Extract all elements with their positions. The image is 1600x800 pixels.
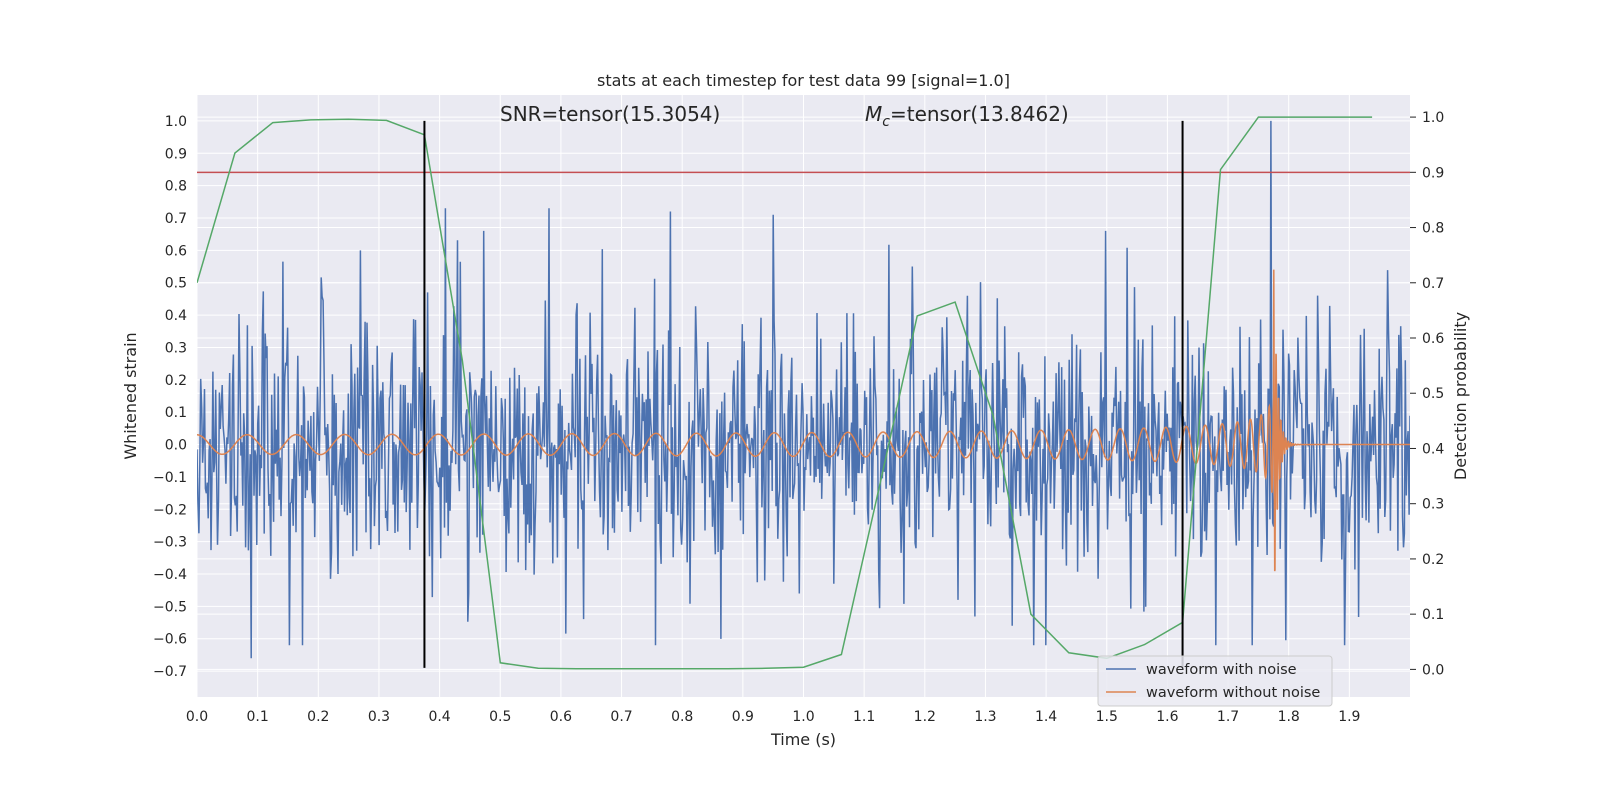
x-tick-label: 0.8 — [671, 709, 693, 725]
x-tick-label: 1.8 — [1278, 709, 1300, 725]
y-tick-label: 0.0 — [165, 438, 187, 454]
y-tick-label: 0.9 — [165, 146, 187, 162]
x-tick-label: 1.0 — [792, 709, 814, 725]
y-tick-label: 0.3 — [165, 340, 187, 356]
y-tick-label: 0.7 — [165, 211, 187, 227]
y2-tick-label: 1.0 — [1422, 110, 1444, 126]
x-tick-label: 1.6 — [1156, 709, 1178, 725]
x-tick-label: 0.5 — [489, 709, 511, 725]
y-tick-label: −0.4 — [153, 567, 187, 583]
y-tick-label: −0.7 — [153, 664, 187, 680]
y-tick-label: 0.6 — [165, 243, 187, 259]
snr-annotation: SNR=tensor(15.3054) — [500, 102, 720, 126]
x-axis-label: Time (s) — [770, 730, 836, 749]
x-tick-label: 0.2 — [307, 709, 329, 725]
y-tick-label: −0.1 — [153, 470, 187, 486]
y2-axis-ticks: 1.0 0.9 0.8 0.7 0.6 0.5 0.4 0.3 0.2 0.1 0.0 — [1410, 110, 1444, 678]
y-tick-label: 0.1 — [165, 405, 187, 421]
y2-tick-label: 0.8 — [1422, 221, 1444, 237]
y-axis-label: Whitened strain — [121, 332, 140, 459]
y2-tick-label: 0.2 — [1422, 552, 1444, 568]
x-tick-label: 0.9 — [732, 709, 754, 725]
y-tick-label: −0.6 — [153, 632, 187, 648]
y2-tick-label: 0.6 — [1422, 331, 1444, 347]
series-line-waveform-without-noise — [197, 269, 1410, 572]
legend: waveform with noise waveform without noi… — [1097, 655, 1333, 707]
y2-tick-label: 0.3 — [1422, 497, 1444, 513]
x-tick-label: 1.7 — [1217, 709, 1239, 725]
x-tick-label: 1.4 — [1035, 709, 1057, 725]
y-tick-label: −0.3 — [153, 535, 187, 551]
legend-label-waveform-without-noise: waveform without noise — [1146, 685, 1320, 701]
x-tick-label: 1.2 — [914, 709, 936, 725]
chirp-mass-annotation: Mc=tensor(13.8462) — [865, 102, 1069, 130]
y-tick-label: −0.5 — [153, 599, 187, 615]
vertical-markers — [423, 120, 1184, 668]
chart-title: stats at each timestep for test data 99 … — [597, 71, 1010, 90]
x-tick-label: 0.0 — [186, 709, 208, 725]
y-tick-label: 1.0 — [165, 114, 187, 130]
y2-tick-label: 0.0 — [1422, 662, 1444, 678]
y-tick-label: 0.2 — [165, 373, 187, 389]
x-tick-label: 1.9 — [1338, 709, 1360, 725]
y-axis-ticks: 1.0 0.9 0.8 0.7 0.6 0.5 0.4 0.3 0.2 0.1 0.0 −0.1 −0.… — [153, 114, 187, 680]
x-tick-label: 0.1 — [247, 709, 269, 725]
y2-axis-label: Detection probability — [1451, 312, 1470, 480]
x-tick-label: 1.3 — [974, 709, 996, 725]
y-tick-label: 0.8 — [165, 179, 187, 195]
x-tick-label: 0.3 — [368, 709, 390, 725]
grid — [196, 95, 1410, 697]
x-axis-ticks: 0.0 0.1 0.2 0.3 0.4 0.5 0.6 0.7 0.8 0.9 1.0 1.1 1.2 1… — [186, 709, 1361, 725]
x-tick-label: 0.4 — [428, 709, 450, 725]
y-tick-label: 0.4 — [165, 308, 187, 324]
series-line-detection-probability — [197, 116, 1373, 670]
x-tick-label: 0.7 — [610, 709, 632, 725]
y-tick-label: −0.2 — [153, 502, 187, 518]
y2-tick-label: 0.9 — [1422, 165, 1444, 181]
x-tick-label: 1.5 — [1096, 709, 1118, 725]
x-tick-label: 1.1 — [853, 709, 875, 725]
y2-tick-label: 0.4 — [1422, 441, 1444, 457]
legend-label-waveform-with-noise: waveform with noise — [1146, 662, 1297, 678]
y2-tick-label: 0.5 — [1422, 386, 1444, 402]
y-tick-label: 0.5 — [165, 276, 187, 292]
legend-box — [1097, 655, 1333, 707]
y2-tick-label: 0.1 — [1422, 607, 1444, 623]
x-tick-label: 0.6 — [550, 709, 572, 725]
y2-tick-label: 0.7 — [1422, 276, 1444, 292]
